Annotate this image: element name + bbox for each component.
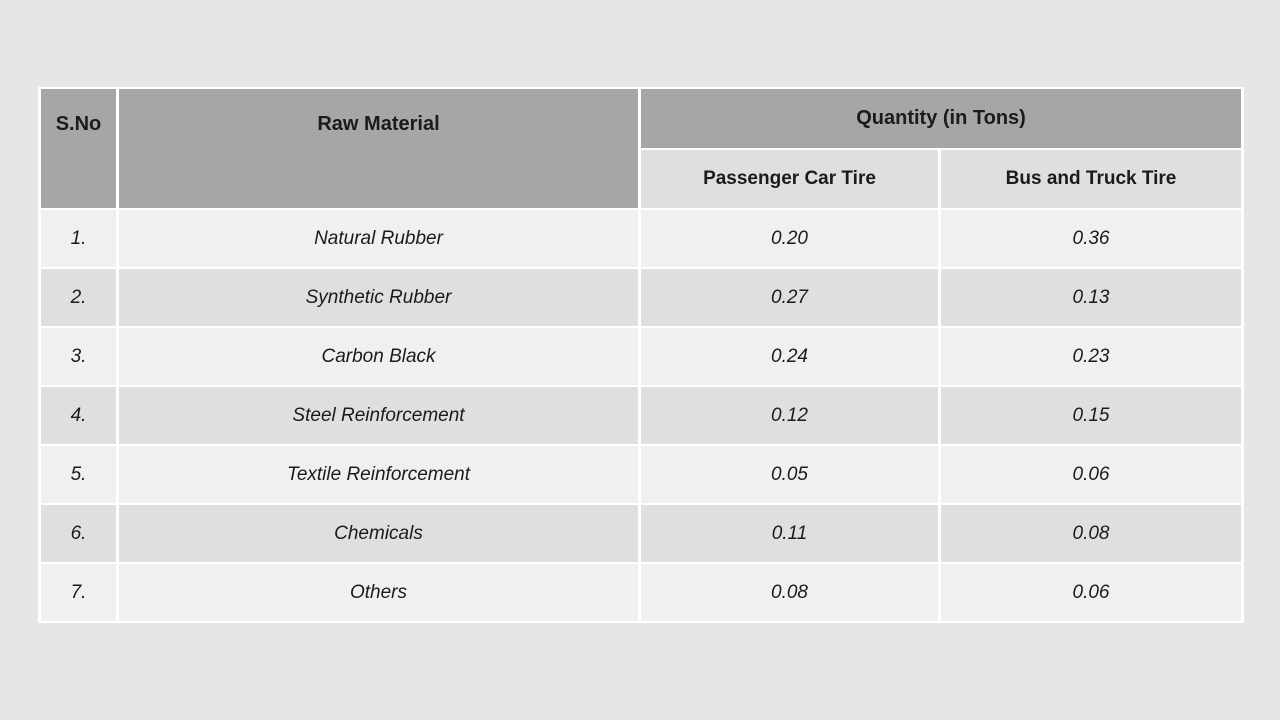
table-row: 3. Carbon Black 0.24 0.23	[38, 326, 1245, 387]
table-row: 6. Chemicals 0.11 0.08	[38, 503, 1245, 564]
bus-truck-qty-cell: 0.23	[937, 326, 1245, 387]
table-row: 5. Textile Reinforcement 0.05 0.06	[38, 444, 1245, 505]
table-row: 4. Steel Reinforcement 0.12 0.15	[38, 385, 1245, 446]
material-cell: Others	[116, 562, 641, 623]
table-row: 7. Others 0.08 0.06	[38, 562, 1245, 623]
sno-cell: 6.	[38, 503, 119, 564]
column-header-sno: S.No	[38, 87, 119, 210]
material-cell: Textile Reinforcement	[116, 444, 641, 505]
column-group-header-quantity: Quantity (in Tons)	[637, 87, 1245, 150]
sno-cell: 1.	[38, 208, 119, 269]
passenger-qty-cell: 0.08	[638, 562, 941, 623]
sno-cell: 2.	[38, 267, 119, 328]
material-cell: Carbon Black	[116, 326, 641, 387]
table-row: 1. Natural Rubber 0.20 0.36	[38, 208, 1245, 269]
column-header-bus-truck-tire: Bus and Truck Tire	[937, 148, 1245, 210]
column-header-passenger-car-tire: Passenger Car Tire	[638, 148, 941, 210]
table-body: 1. Natural Rubber 0.20 0.36 2. Synthetic…	[38, 208, 1245, 623]
sno-cell: 7.	[38, 562, 119, 623]
header-row-main: S.No Raw Material Quantity (in Tons)	[38, 87, 1245, 210]
passenger-qty-cell: 0.24	[638, 326, 941, 387]
material-cell: Synthetic Rubber	[116, 267, 641, 328]
passenger-qty-cell: 0.11	[638, 503, 941, 564]
material-cell: Steel Reinforcement	[116, 385, 641, 446]
sno-cell: 3.	[38, 326, 119, 387]
bus-truck-qty-cell: 0.06	[937, 444, 1245, 505]
sno-cell: 4.	[38, 385, 119, 446]
column-header-raw-material: Raw Material	[116, 87, 641, 210]
bus-truck-qty-cell: 0.36	[937, 208, 1245, 269]
bus-truck-qty-cell: 0.08	[937, 503, 1245, 564]
raw-materials-table: S.No Raw Material Quantity (in Tons) Pas…	[38, 87, 1245, 623]
header-row-sub: Passenger Car Tire Bus and Truck Tire	[40, 148, 1245, 210]
passenger-qty-cell: 0.20	[638, 208, 941, 269]
bus-truck-qty-cell: 0.06	[937, 562, 1245, 623]
bus-truck-qty-cell: 0.13	[937, 267, 1245, 328]
sno-cell: 5.	[38, 444, 119, 505]
bus-truck-qty-cell: 0.15	[937, 385, 1245, 446]
table-header: S.No Raw Material Quantity (in Tons) Pas…	[38, 87, 1245, 210]
table-row: 2. Synthetic Rubber 0.27 0.13	[38, 267, 1245, 328]
passenger-qty-cell: 0.05	[638, 444, 941, 505]
material-cell: Chemicals	[116, 503, 641, 564]
passenger-qty-cell: 0.12	[638, 385, 941, 446]
material-cell: Natural Rubber	[116, 208, 641, 269]
passenger-qty-cell: 0.27	[638, 267, 941, 328]
